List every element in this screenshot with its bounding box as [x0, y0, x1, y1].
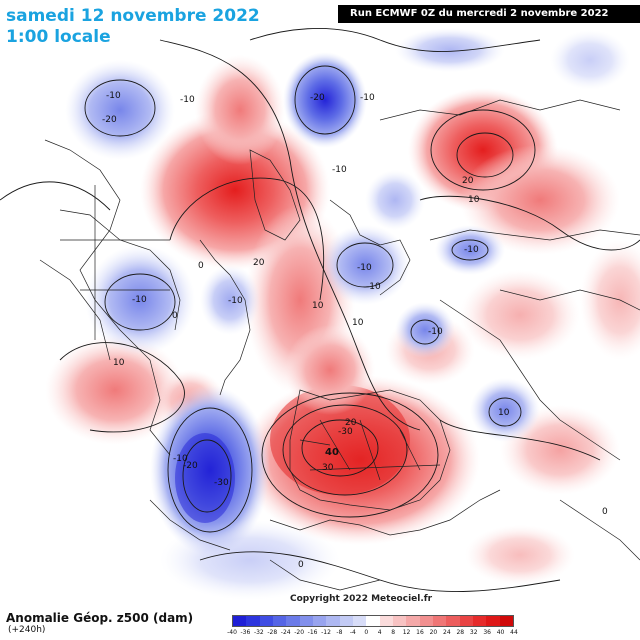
contour-label: -30 — [214, 478, 229, 488]
legend-tick-label: -32 — [253, 629, 264, 636]
legend-tick-label: 12 — [402, 629, 411, 636]
legend-tick-label: 4 — [377, 629, 382, 636]
legend-tick-label: -20 — [294, 629, 305, 636]
legend-tick-label: 28 — [456, 629, 465, 636]
contour-label: -30 — [338, 427, 353, 437]
color-scale-labels: -40 -36 -32 -28 -24 -20 -16 -12 -8 -4 0 4 8 12 16 20 24 2… — [227, 629, 518, 639]
contour-label: 30 — [322, 463, 334, 473]
legend-tick-label: 36 — [483, 629, 491, 636]
coastlines — [39, 99, 640, 591]
legend-swatch — [272, 616, 287, 626]
legend-tick-label: 40 — [496, 629, 505, 636]
legend-swatch — [419, 616, 433, 626]
contour-label: 0 — [298, 560, 304, 570]
legend-swatch — [312, 616, 327, 626]
contour-label: 40 — [325, 447, 339, 458]
legend-swatch — [486, 616, 500, 626]
legend-swatch — [379, 616, 393, 626]
contour-label: -10 — [228, 296, 243, 306]
contour-label: -10 — [173, 454, 188, 464]
run-info-bar: Run ECMWF 0Z du mercredi 2 novembre 2022 — [338, 5, 640, 23]
contour-label: 10 — [113, 358, 125, 368]
legend-tick-label: 20 — [429, 629, 438, 636]
forecast-date: samedi 12 novembre 2022 — [6, 6, 260, 26]
contour-label: -10 — [360, 93, 375, 103]
legend-tick-label: -4 — [349, 629, 356, 636]
contour-label: -20 — [183, 461, 198, 471]
color-scale-legend — [232, 615, 514, 627]
contour-label: 10 — [312, 301, 324, 311]
contour-label: 0 — [172, 311, 178, 321]
contour-label: 20 — [345, 418, 357, 428]
contour-label: 10 — [352, 318, 364, 328]
legend-tick-label: -8 — [336, 629, 343, 636]
contour-label-group: -10 -20 -10 -20 -10 20 10 -10 -10 -10 -1… — [102, 91, 608, 570]
contour-label: 20 — [253, 258, 265, 268]
legend-swatch — [392, 616, 407, 626]
legend-tick-label: -28 — [267, 629, 278, 636]
legend-swatch — [499, 616, 513, 626]
legend-swatch — [326, 616, 340, 626]
map-field-title: Anomalie Géop. z500 (dam) — [6, 611, 194, 625]
legend-swatch — [246, 616, 260, 626]
contour-label: 20 — [462, 176, 474, 186]
legend-tick-label: -40 — [227, 629, 237, 636]
contour-label: -10 — [332, 165, 347, 175]
contour-label: -10 — [428, 327, 443, 337]
contour-label: 10 — [468, 195, 480, 205]
contour-label: 10 — [498, 408, 510, 418]
legend-swatch — [259, 616, 273, 626]
legend-tick-label: -12 — [321, 629, 331, 636]
legend-tick-label: 32 — [469, 629, 478, 636]
legend-swatch — [233, 616, 247, 626]
contour-label: -10 — [357, 263, 372, 273]
forecast-local-time: 1:00 locale — [6, 27, 111, 47]
legend-tick-label: 8 — [391, 629, 396, 636]
legend-swatch — [472, 616, 487, 626]
legend-tick-label: 44 — [510, 629, 518, 636]
legend-swatch — [299, 616, 313, 626]
contour-label: -10 — [132, 295, 147, 305]
contour-lines — [0, 28, 640, 592]
contour-label: -10 — [106, 91, 121, 101]
legend-swatch — [339, 616, 353, 626]
legend-swatch — [286, 616, 300, 626]
contour-label: -20 — [310, 93, 325, 103]
legend-tick-label: -36 — [240, 629, 251, 636]
copyright-text: Copyright 2022 Meteociel.fr — [290, 594, 433, 604]
legend-tick-label: 24 — [443, 629, 451, 636]
legend-tick-label: -16 — [307, 629, 318, 636]
legend-tick-label: -24 — [280, 629, 291, 636]
legend-swatch — [366, 616, 380, 626]
legend-swatch — [406, 616, 420, 626]
legend-swatch — [352, 616, 367, 626]
legend-swatch — [432, 616, 447, 626]
contour-label: -10 — [180, 95, 195, 105]
legend-swatch — [446, 616, 460, 626]
contour-label: -20 — [102, 115, 117, 125]
contour-label: 0 — [602, 507, 608, 517]
legend-swatch — [459, 616, 473, 626]
forecast-lead-time: (+240h) — [8, 625, 46, 635]
contour-label: 0 — [198, 261, 204, 271]
legend-tick-label: 16 — [416, 629, 424, 636]
contour-label: -10 — [366, 282, 381, 292]
legend-tick-label: 0 — [364, 629, 369, 636]
anomaly-shading — [45, 28, 640, 600]
contour-label: -10 — [464, 245, 479, 255]
